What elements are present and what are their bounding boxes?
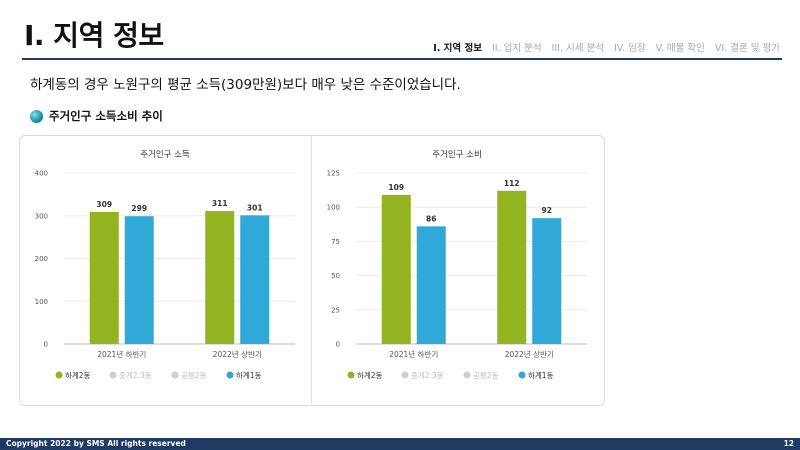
legend-marker (347, 371, 355, 379)
chart-title: 주거인구 소비 (432, 149, 482, 160)
bar (89, 211, 119, 344)
y-tick-label: 200 (35, 255, 48, 263)
x-tick-label: 2022년 상반기 (505, 349, 554, 359)
y-tick-label: 25 (331, 306, 340, 314)
legend-label: 하계2동 (357, 370, 383, 380)
bar (532, 218, 562, 344)
chart-divider (311, 136, 312, 404)
legend-label: 하계1동 (236, 370, 262, 380)
data-label: 92 (542, 206, 552, 215)
y-tick-label: 0 (336, 341, 340, 349)
bar (497, 190, 527, 344)
data-label: 112 (504, 179, 520, 188)
page-title: I. 지역 정보 (24, 19, 164, 52)
data-label: 301 (247, 203, 263, 212)
legend-label: 공릉2동 (473, 371, 499, 380)
income-chart: 주거인구 소득 0 100 200 300 400 309 299 2021년 하반기 311 30… (35, 149, 295, 380)
y-tick-label: 400 (35, 170, 48, 178)
legend-marker (463, 371, 471, 379)
y-tick-label: 100 (327, 204, 340, 212)
y-tick-label: 75 (331, 238, 340, 246)
chart-title: 주거인구 소득 (140, 149, 190, 160)
data-label: 309 (96, 200, 112, 209)
bar (416, 226, 446, 344)
footer-bar: Copyright 2022 by SMS All rights reserve… (0, 438, 800, 450)
y-tick-label: 100 (35, 298, 48, 306)
legend-marker (226, 371, 234, 379)
y-tick-label: 125 (327, 170, 340, 178)
legend-label: 공릉2동 (181, 371, 207, 380)
legend-label: 하계1동 (528, 370, 554, 380)
consumption-chart: 주거인구 소비 0 25 50 75 100 125 109 86 2021년 하반기 112 92 2… (327, 149, 587, 380)
y-tick-label: 50 (331, 272, 340, 280)
x-tick-label: 2021년 하반기 (97, 349, 146, 359)
summary-text: 하계동의 경우 노원구의 평균 소득(309만원)보다 매우 낮은 수준이었습니… (30, 77, 461, 93)
legend-label: 중계2.3동 (119, 370, 152, 380)
nav-item-5[interactable]: V. 매물 확인 (655, 43, 705, 54)
copyright-text: Copyright 2022 by SMS All rights reserve… (6, 439, 186, 448)
legend-marker (171, 371, 179, 379)
legend-label: 중계2.3동 (411, 370, 444, 380)
nav-item-3[interactable]: III. 시세 분석 (551, 43, 604, 54)
x-tick-label: 2021년 하반기 (389, 349, 438, 359)
data-label: 311 (212, 199, 228, 208)
bar (381, 194, 411, 344)
nav-item-2[interactable]: II. 입지 분석 (491, 43, 542, 54)
y-tick-label: 0 (44, 341, 48, 349)
data-label: 86 (426, 214, 436, 223)
bar (205, 211, 235, 344)
data-label: 299 (131, 204, 147, 213)
section-nav: I. 지역 정보 II. 입지 분석 III. 시세 분석 IV. 임장 V. 매물 확… (433, 40, 780, 54)
bar (124, 216, 154, 344)
bullet-icon (30, 109, 43, 123)
x-tick-label: 2022년 상반기 (213, 349, 262, 359)
nav-item-6[interactable]: VI. 결론 및 평가 (714, 43, 780, 54)
y-tick-label: 300 (35, 212, 48, 220)
legend-marker (518, 371, 526, 379)
legend-marker (401, 371, 409, 379)
section-title: 주거인구 소득소비 추이 (49, 109, 163, 123)
nav-item-4[interactable]: IV. 임장 (614, 43, 646, 54)
legend-marker (55, 371, 63, 379)
page-number: 12 (783, 439, 794, 448)
section-heading: 주거인구 소득소비 추이 (30, 108, 163, 124)
legend-label: 하계2동 (65, 370, 91, 380)
nav-item-1[interactable]: I. 지역 정보 (433, 43, 482, 54)
header-rule (22, 58, 782, 60)
data-label: 109 (388, 183, 404, 192)
legend-marker (109, 371, 117, 379)
bar (240, 215, 270, 344)
